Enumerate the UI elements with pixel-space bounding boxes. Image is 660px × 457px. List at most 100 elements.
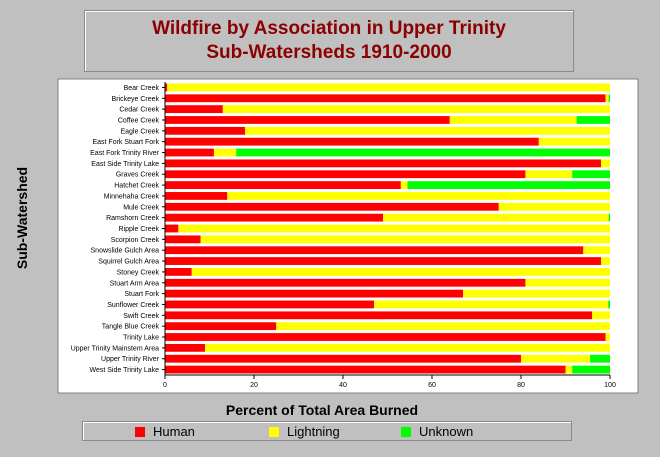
bar-lightning-20: [374, 300, 609, 309]
category-label-19: Stuart Fork: [124, 291, 159, 298]
category-label-8: Graves Creek: [116, 172, 160, 179]
bar-lightning-23: [605, 333, 610, 341]
category-label-9: Hatchet Creek: [114, 183, 159, 190]
category-label-11: Mule Creek: [123, 204, 159, 211]
x-tick-label-5: 100: [604, 382, 616, 389]
bar-lightning-2: [222, 105, 610, 114]
bar-human-23: [165, 333, 606, 341]
bar-lightning-13: [178, 224, 610, 233]
bar-lightning-0: [167, 83, 610, 92]
category-label-2: Cedar Creek: [119, 107, 159, 114]
bar-lightning-24: [205, 343, 611, 352]
chart-title-line-2: Sub-Watersheds 1910-2000: [206, 42, 452, 63]
category-label-12: Ramshorn Creek: [106, 215, 159, 222]
bar-lightning-21: [592, 311, 610, 320]
bar-human-22: [165, 322, 277, 331]
bar-unknown-8: [572, 170, 610, 179]
bar-lightning-4: [245, 126, 610, 135]
bar-human-5: [165, 137, 539, 146]
category-label-25: Upper Trinity River: [101, 356, 160, 363]
bar-human-0: [165, 83, 168, 92]
x-tick-label-4: 80: [517, 382, 525, 389]
bar-human-2: [165, 105, 223, 114]
category-label-17: Stoney Creek: [117, 269, 160, 276]
bar-unknown-25: [589, 354, 610, 363]
bar-lightning-8: [525, 170, 573, 179]
category-label-26: West Side Trinity Lake: [89, 367, 159, 374]
chart-title-line-1: Wildfire by Association in Upper Trinity: [152, 18, 506, 39]
bar-lightning-7: [601, 159, 610, 168]
x-tick-label-2: 40: [339, 382, 347, 389]
bar-lightning-11: [498, 202, 610, 211]
bar-human-4: [165, 126, 246, 135]
bar-human-26: [165, 365, 566, 374]
category-label-4: Eagle Creek: [120, 128, 159, 135]
bar-human-16: [165, 257, 602, 265]
legend-label-unknown: Unknown: [419, 424, 474, 439]
bar-human-8: [165, 170, 526, 179]
bar-human-25: [165, 354, 521, 363]
bar-human-18: [165, 278, 526, 287]
bar-unknown-12: [608, 213, 610, 222]
category-label-3: Coffee Creek: [118, 117, 160, 124]
bar-lightning-25: [521, 354, 590, 363]
bar-lightning-1: [605, 94, 609, 103]
bar-lightning-12: [383, 213, 609, 222]
category-label-6: East Fork Trinity River: [90, 150, 160, 157]
category-label-18: Stuart Arm Area: [110, 280, 160, 287]
bar-lightning-10: [227, 192, 611, 200]
bar-lightning-3: [449, 116, 577, 124]
x-tick-label-0: 0: [163, 382, 167, 389]
bar-human-12: [165, 213, 384, 222]
x-tick-label-3: 60: [428, 382, 436, 389]
bar-lightning-19: [463, 289, 610, 298]
category-label-0: Bear Creek: [124, 85, 160, 92]
x-tick-label-1: 20: [250, 382, 258, 389]
category-labels: Bear Creek Brickeye Creek Cedar Creek Coffe…: [71, 85, 165, 374]
category-label-21: Swift Creek: [123, 313, 159, 320]
bar-lightning-14: [200, 235, 610, 244]
bar-lightning-15: [583, 246, 610, 255]
bar-unknown-26: [572, 365, 610, 374]
bar-human-20: [165, 300, 375, 309]
bar-lightning-22: [276, 322, 610, 331]
category-label-15: Snowslide Gulch Area: [91, 248, 160, 255]
bar-unknown-3: [576, 116, 611, 124]
bar-human-13: [165, 224, 179, 233]
category-label-7: East Side Trinity Lake: [91, 161, 159, 168]
bar-lightning-9: [400, 181, 408, 189]
bar-unknown-1: [608, 94, 610, 103]
category-label-14: Scorpion Creek: [111, 237, 160, 244]
category-label-20: Sunflower Creek: [107, 302, 159, 309]
bar-human-15: [165, 246, 584, 255]
bar-lightning-17: [191, 268, 610, 276]
bar-human-10: [165, 192, 228, 200]
category-label-5: East Fork Stuart Fork: [92, 139, 159, 146]
category-label-1: Brickeye Creek: [112, 96, 160, 103]
legend-swatch-human: [135, 427, 145, 437]
legend-item-human: Human: [135, 424, 195, 440]
legend-label-human: Human: [153, 424, 195, 439]
category-label-13: Ripple Creek: [119, 226, 160, 233]
bar-unknown-9: [407, 181, 610, 189]
category-label-23: Trinity Lake: [123, 335, 159, 342]
bar-lightning-16: [601, 257, 610, 265]
legend-item-lightning: Lightning: [269, 424, 340, 440]
bar-human-6: [165, 148, 214, 157]
bars-group: [165, 83, 611, 374]
chart-title: Wildfire by Association in Upper Trinity…: [84, 10, 574, 72]
legend-swatch-lightning: [269, 427, 279, 437]
bar-human-14: [165, 235, 201, 244]
x-axis-label: Percent of Total Area Burned: [225, 402, 419, 418]
category-label-16: Squirrel Gulch Area: [98, 259, 159, 266]
legend-item-unknown: Unknown: [401, 424, 473, 440]
bar-unknown-20: [608, 300, 610, 309]
x-tick-labels: 0 20 40 60 80 100: [163, 375, 616, 389]
bar-human-3: [165, 116, 450, 124]
legend: Human Lightning Unknown: [82, 421, 572, 441]
category-label-24: Upper Trinity Mainstem Area: [71, 345, 159, 352]
legend-label-lightning: Lightning: [287, 424, 340, 439]
bar-human-7: [165, 159, 602, 168]
bar-human-17: [165, 268, 192, 276]
